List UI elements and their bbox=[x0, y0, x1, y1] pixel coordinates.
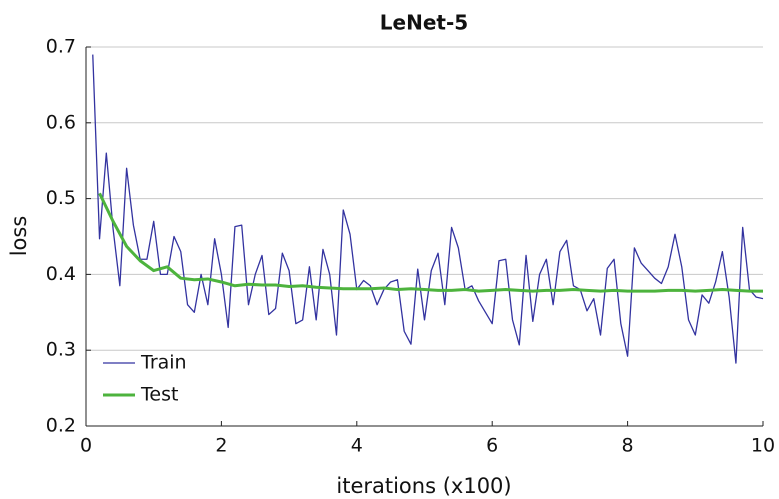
y-tick-label: 0.3 bbox=[46, 339, 76, 361]
x-tick-label: 0 bbox=[80, 435, 92, 457]
x-axis-label: iterations (x100) bbox=[336, 474, 511, 498]
legend-label: Train bbox=[140, 352, 187, 374]
x-tick-label: 4 bbox=[351, 435, 363, 457]
y-tick-label: 0.5 bbox=[46, 187, 76, 209]
y-tick-label: 0.4 bbox=[46, 263, 76, 285]
series-line bbox=[92, 54, 764, 364]
y-axis-label: loss bbox=[7, 216, 31, 257]
x-tick-label: 6 bbox=[486, 435, 498, 457]
y-tick-label: 0.7 bbox=[46, 36, 76, 58]
chart-title: LeNet-5 bbox=[380, 11, 468, 35]
legend-label: Test bbox=[140, 384, 178, 406]
series-line bbox=[98, 192, 763, 293]
x-tick-label: 10 bbox=[751, 435, 775, 457]
y-tick-label: 0.6 bbox=[46, 111, 76, 133]
y-tick-label: 0.2 bbox=[46, 415, 76, 437]
x-tick-label: 2 bbox=[215, 435, 227, 457]
x-tick-label: 8 bbox=[622, 435, 634, 457]
